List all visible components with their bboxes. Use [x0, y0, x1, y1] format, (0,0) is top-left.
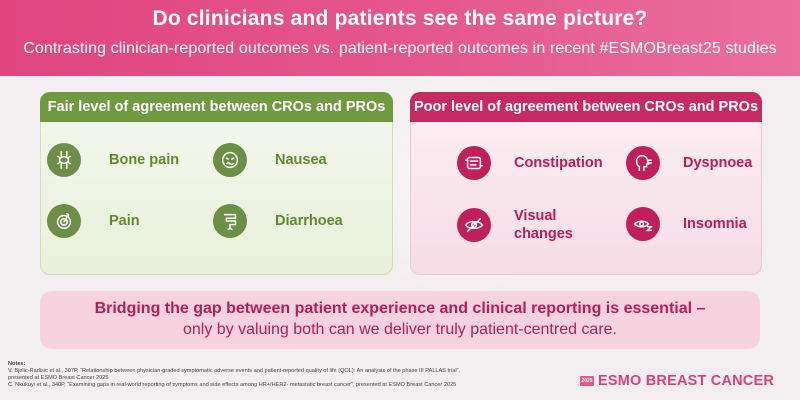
- bowel-icon: [457, 146, 491, 180]
- item-label: Constipation: [514, 155, 603, 171]
- intestine-icon: [213, 204, 247, 238]
- page-subtitle: Contrasting clinician-reported outcomes …: [23, 40, 777, 57]
- nauseous-face-icon: [213, 143, 247, 177]
- key-message-banner: Bridging the gap between patient experie…: [40, 291, 760, 349]
- item-label: Nausea: [275, 152, 327, 168]
- item-insomnia: Insomnia: [626, 207, 747, 241]
- fair-panel-title: Fair level of agreement between CROs and…: [40, 92, 393, 122]
- page-title: Do clinicians and patients see the same …: [152, 7, 648, 30]
- item-label: Dyspnoea: [683, 155, 753, 171]
- references-notes: Notes: V. Bjelic-Radisic et al., 307P, “…: [8, 361, 568, 389]
- banner-line-1: Bridging the gap between patient experie…: [94, 300, 706, 317]
- breathing-head-icon: [626, 146, 660, 180]
- fair-agreement-panel: Fair level of agreement between CROs and…: [40, 92, 393, 275]
- eye-icon: [457, 208, 491, 242]
- logo-year: 2025: [580, 376, 594, 386]
- poor-agreement-panel: Poor level of agreement between CROs and…: [410, 92, 762, 275]
- banner-line-2: only by valuing both can we deliver trul…: [182, 321, 617, 338]
- reference-1-line-2: presented at ESMO Breast Cancer 2025: [8, 375, 109, 381]
- item-nausea: Nausea: [213, 143, 327, 177]
- item-dyspnoea: Dyspnoea: [626, 146, 752, 180]
- item-label-line1: Visual: [514, 208, 557, 224]
- item-label: Visual changes: [514, 207, 573, 243]
- reference-1-line-1: V. Bjelic-Radisic et al., 307P, “Relatio…: [8, 368, 460, 374]
- header-banner: Do clinicians and patients see the same …: [0, 0, 800, 76]
- sleepless-eye-icon: [626, 207, 660, 241]
- item-constipation: Constipation: [457, 146, 603, 180]
- item-label-line2: changes: [514, 226, 573, 242]
- item-pain: Pain: [47, 204, 140, 238]
- bone-icon: [47, 143, 81, 177]
- logo-text: ESMO BREAST CANCER: [598, 373, 774, 389]
- poor-panel-title: Poor level of agreement between CROs and…: [410, 92, 762, 122]
- item-label: Pain: [109, 213, 140, 229]
- item-label: Bone pain: [109, 152, 180, 168]
- pain-target-icon: [47, 204, 81, 238]
- item-label: Diarrhoea: [275, 213, 343, 229]
- item-visual-changes: Visual changes: [457, 207, 573, 243]
- esmo-breast-cancer-logo: 2025 ESMO BREAST CANCER: [580, 372, 774, 390]
- notes-title: Notes:: [8, 361, 26, 367]
- item-bone-pain: Bone pain: [47, 143, 179, 177]
- item-label: Insomnia: [683, 216, 747, 232]
- item-diarrhoea: Diarrhoea: [213, 204, 343, 238]
- reference-2-line-1: C. Nkukuyi et al., 340P, “Examining gaps…: [8, 382, 457, 388]
